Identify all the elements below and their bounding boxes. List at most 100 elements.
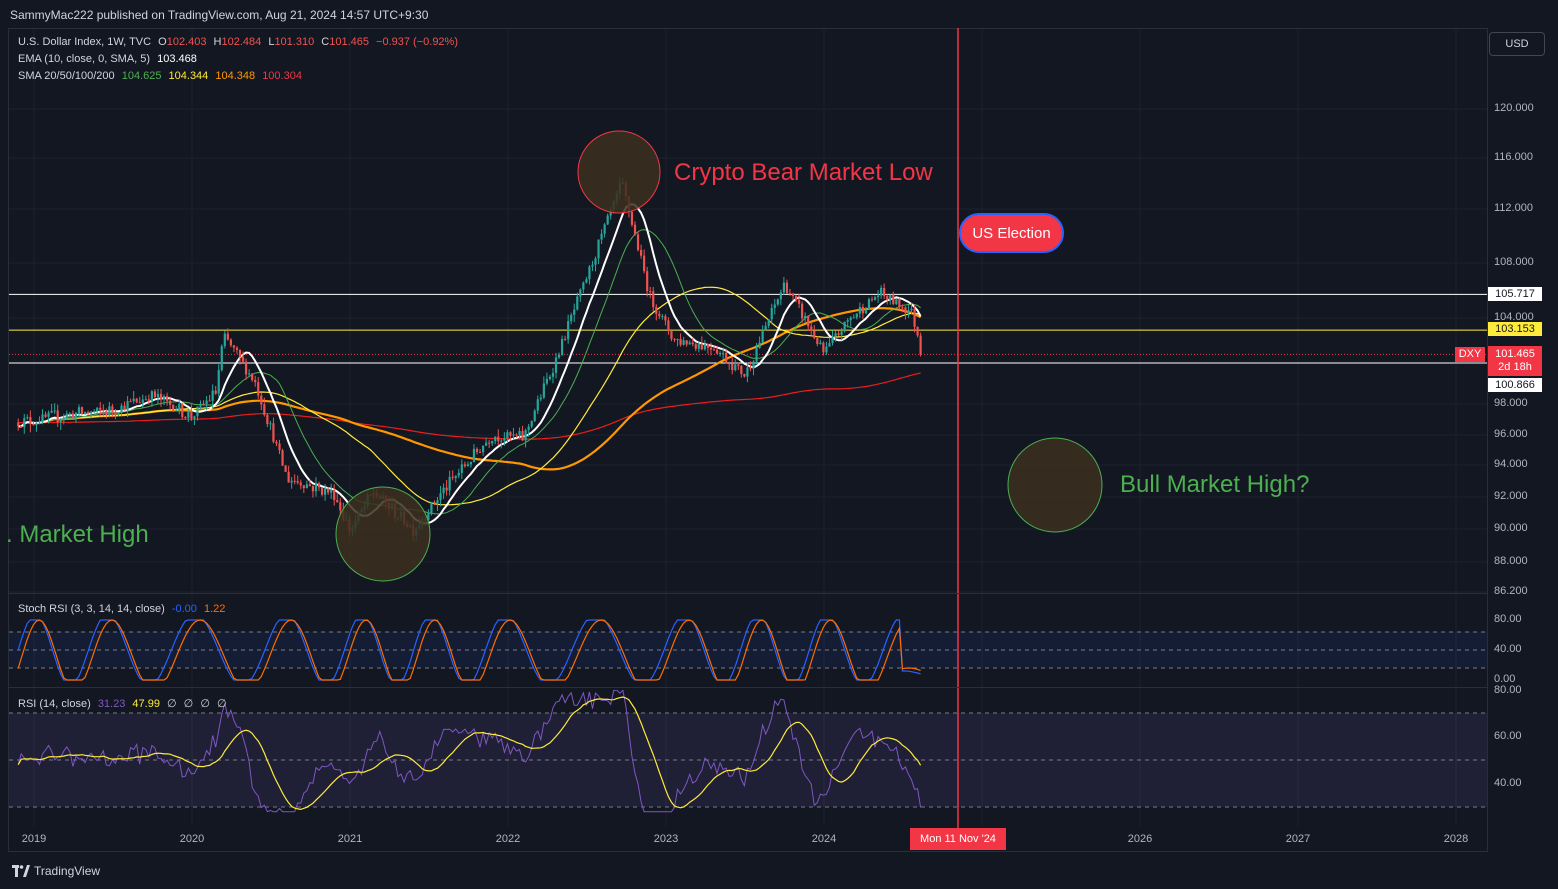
candle-body-279 [864,309,868,314]
candle-body-254 [788,293,792,295]
candle-body-143 [451,476,454,478]
publisher-info: SammyMac222 published on TradingView.com… [10,8,429,22]
ema10-line [18,203,922,525]
top-bar: SammyMac222 published on TradingView.com… [0,0,1558,28]
candle-body-82 [266,414,269,425]
currency-button[interactable]: USD [1489,32,1545,56]
candle-body-11 [50,411,53,413]
chart-frame[interactable] [8,28,1488,852]
candle-body-295 [913,308,916,327]
candle-body-176 [551,372,555,377]
candle-body-170 [533,410,536,422]
bull-high-circle-left [335,486,431,582]
candle-body-151 [475,448,479,453]
rsi-tick-40: 40.00 [1494,777,1522,789]
candle-body-149 [469,461,473,465]
candle-body-166 [521,430,524,441]
candle-body-246 [764,325,767,330]
price-tick-5: 96.000 [1494,428,1528,440]
candle-body-219 [682,340,685,345]
candle-body-23 [86,412,90,414]
candle-body-202 [630,211,634,225]
candle-body-39 [135,398,138,403]
tradingview-logo[interactable]: TradingView [12,864,100,878]
candle-body-171 [536,399,539,411]
high-value: 102.484 [221,36,262,48]
candle-body-261 [810,326,813,331]
bull-high-left-annotation[interactable]: . Market High [6,521,149,548]
candle-body-161 [506,432,509,439]
candle-body-97 [311,486,315,492]
candle-body-251 [779,292,782,300]
rsi-label: RSI (14, close) [18,698,91,710]
candle-body-37 [129,401,132,403]
candle-body-8 [41,414,44,423]
candle-body-191 [597,239,600,259]
candle-body-163 [512,434,515,436]
candle-body-188 [588,266,591,280]
candle-body-1 [20,426,23,428]
candle-body-154 [485,442,488,446]
price-tick-9: 108.000 [1494,256,1534,268]
candle-body-250 [776,299,779,305]
candle-body-275 [852,317,855,319]
pane-separator-rsi[interactable] [8,687,1488,688]
candle-body-158 [497,436,500,442]
candle-body-152 [478,452,482,454]
price-tick-1: 88.000 [1494,555,1528,567]
candle-body-212 [661,316,664,318]
close-label: C [321,36,330,48]
candle-body-48 [162,396,166,400]
stoch-tick-80: 80.00 [1494,613,1522,625]
candle-body-265 [822,342,825,353]
candle-body-236 [734,364,737,371]
candle-body-190 [594,258,597,265]
price-tick-3: 92.000 [1494,490,1528,502]
sma50-value: 104.344 [168,70,209,82]
candle-body-77 [251,373,254,381]
footer: TradingView [0,853,1558,889]
ema-value: 103.468 [157,53,197,65]
candle-body-45 [153,391,157,398]
candle-body-75 [244,361,248,375]
candle-body-208 [649,291,652,293]
rsi-na-2: ∅ [183,698,194,710]
candle-body-49 [165,396,169,401]
candle-body-14 [59,419,62,422]
candle-body-106 [339,502,342,511]
candle-body-35 [123,405,126,411]
candle-body-21 [80,407,84,414]
stoch-band [9,631,1487,669]
bull-high-question-annotation[interactable]: Bull Market High? [1120,471,1310,498]
bear-low-annotation[interactable]: Crypto Bear Market Low [674,159,933,186]
candle-body-162 [509,432,512,436]
candle-body-253 [785,282,789,294]
open-value: 102.403 [166,36,207,48]
candle-body-13 [56,410,59,422]
candle-body-187 [585,279,588,283]
annotation-circles[interactable] [335,130,1103,582]
candle-body-289 [895,299,898,305]
price-tick-6: 98.000 [1494,397,1528,409]
candle-body-257 [797,299,801,304]
time-tick-2019: 2019 [21,833,47,845]
candle-body-174 [545,379,548,384]
candle-body-244 [758,342,761,349]
candle-body-273 [846,320,849,322]
horizontal-levels[interactable] [9,293,1487,364]
candle-body-52 [175,410,178,412]
pane-separator-stoch[interactable] [8,593,1488,594]
us-election-label[interactable]: US Election [959,213,1064,253]
stoch-d-value: 1.22 [203,603,226,615]
sma200-line [18,372,921,440]
candle-body-224 [697,343,700,349]
candle-body-274 [849,317,852,321]
candle-body-278 [861,306,864,314]
candle-body-103 [330,489,333,493]
candle-body-287 [889,294,892,300]
candle-body-215 [670,330,673,340]
price-tick-11: 116.000 [1494,151,1533,163]
candle-body-72 [235,347,239,350]
candle-body-29 [105,411,108,416]
